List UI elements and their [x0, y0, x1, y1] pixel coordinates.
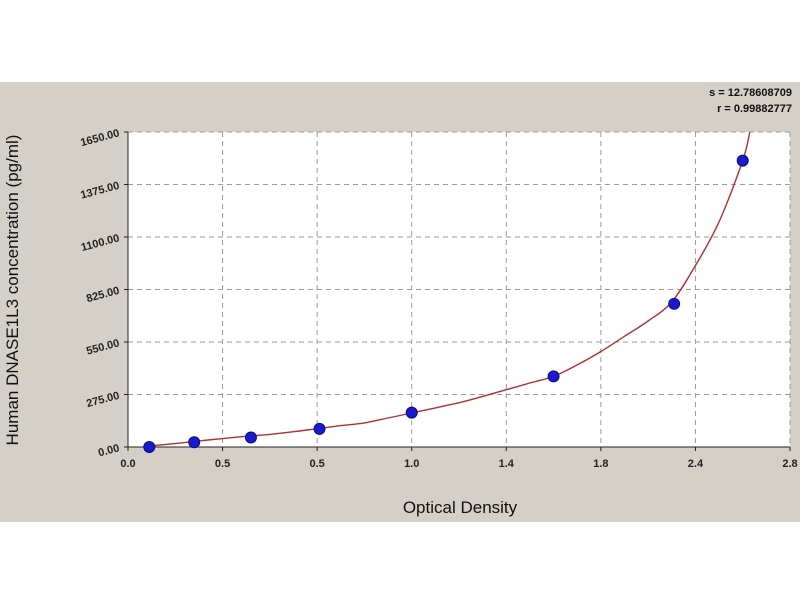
- data-point: [547, 370, 560, 383]
- grid-lines: [128, 131, 791, 447]
- x-tick-label: 1.4: [499, 458, 515, 470]
- x-tick-label: 1.8: [593, 458, 608, 470]
- x-tick-label: 1.0: [404, 458, 419, 470]
- y-tick-label: 550.00: [85, 337, 121, 357]
- x-tick-label: 2.4: [688, 458, 704, 470]
- data-point: [244, 431, 257, 444]
- fit-statistic-r: r = 0.99882777: [717, 103, 792, 115]
- data-point: [313, 422, 326, 435]
- data-point: [188, 436, 201, 449]
- x-tick-label: 0.5: [215, 458, 230, 470]
- x-tick-label: 0.5: [309, 458, 324, 470]
- x-tick-label: 0.0: [120, 458, 135, 470]
- data-point: [405, 406, 418, 419]
- y-tick-label: 1375.00: [79, 180, 121, 202]
- y-tick-label: 825.00: [85, 285, 121, 305]
- fit-statistic-s: s = 12.78608709: [709, 87, 792, 99]
- data-point: [668, 297, 681, 310]
- fitted-curve: [144, 131, 751, 447]
- data-point: [143, 441, 156, 453]
- fitted-curve-line: [144, 131, 751, 447]
- y-axis-title: Human DNASE1L3 concentration (pg/ml): [3, 135, 22, 446]
- data-point: [736, 154, 749, 167]
- y-tick-label: 275.00: [85, 390, 121, 410]
- axes: [124, 131, 791, 451]
- x-axis-title: Optical Density: [403, 498, 518, 517]
- y-tick-label: 1650.00: [79, 127, 121, 149]
- y-tick-label: 0.00: [97, 442, 121, 459]
- y-tick-label: 1100.00: [80, 232, 121, 254]
- x-tick-label: 2.8: [782, 458, 797, 470]
- data-points: [143, 154, 749, 453]
